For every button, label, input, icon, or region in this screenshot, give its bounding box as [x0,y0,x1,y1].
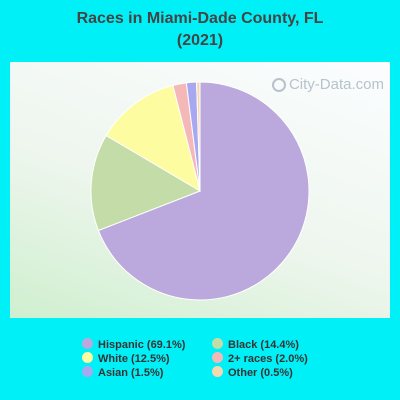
legend-swatch [212,352,223,363]
chart-title-line-1: Races in Miami-Dade County, FL [76,10,324,27]
legend-item-black: Black (14.4%) [212,338,299,352]
legend-swatch [212,338,223,349]
chart-title: Races in Miami-Dade County, FL (2021) [0,8,400,52]
pie-slice-2 [105,84,201,193]
pie-slice-0 [97,81,310,301]
watermark-text: City-Data.com [288,76,384,93]
legend-label: Other (0.5%) [228,367,293,379]
legend-swatch [212,366,223,377]
legend-label: White (12.5%) [98,353,170,365]
legend-label: Asian (1.5%) [98,367,164,379]
legend-item-asian: Asian (1.5%) [82,366,163,380]
pie-slice-1 [90,134,202,232]
chart-title-line-2: (2021) [176,32,224,49]
legend-label: 2+ races (2.0%) [228,353,308,365]
legend-item-white: White (12.5%) [82,352,170,366]
legend-swatch [82,338,93,349]
legend-swatch [82,352,93,363]
pie-slice-5 [196,81,201,192]
legend-swatch [82,366,93,377]
legend-item-other: Other (0.5%) [212,366,293,380]
search-icon [271,78,286,92]
watermark: City-Data.com [271,76,384,93]
legend-item-two-plus: 2+ races (2.0%) [212,352,308,366]
legend-label: Hispanic (69.1%) [98,339,186,351]
legend-label: Black (14.4%) [228,339,299,351]
legend-item-hispanic: Hispanic (69.1%) [82,338,185,352]
